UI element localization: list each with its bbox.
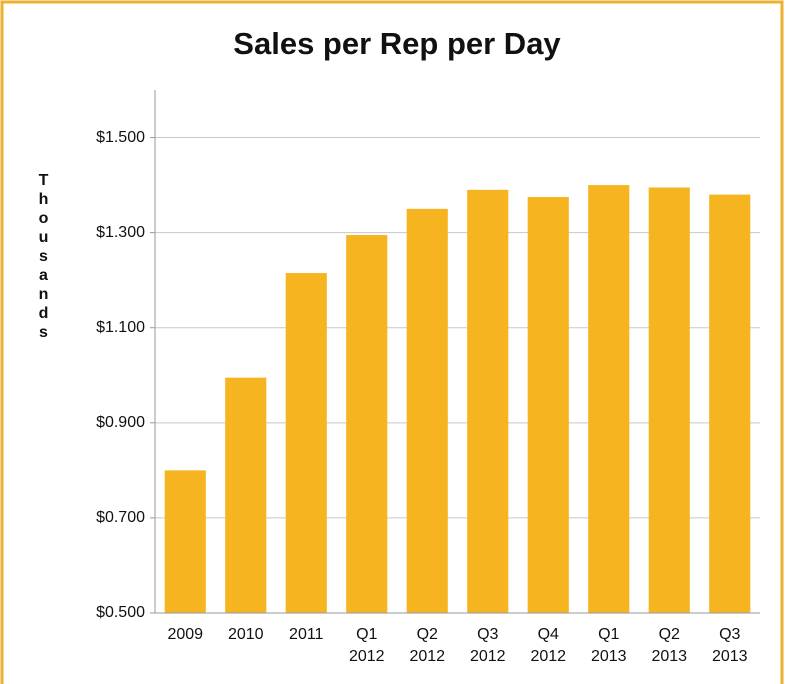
bar xyxy=(164,470,206,613)
x-tick-label: 2011 xyxy=(289,626,324,643)
x-tick-label: 2010 xyxy=(228,626,264,643)
x-tick-label: Q3 2012 xyxy=(470,626,506,665)
y-tick-label: $1.500 xyxy=(96,129,145,146)
bar xyxy=(225,377,267,613)
x-tick-label: 2009 xyxy=(167,626,203,643)
y-tick-label: $1.100 xyxy=(96,319,145,336)
y-tick-label: $0.500 xyxy=(96,604,145,621)
bar xyxy=(527,196,569,613)
x-tick-label: Q1 2012 xyxy=(349,626,385,665)
bar xyxy=(588,185,630,613)
bar xyxy=(467,189,509,613)
bar xyxy=(709,194,751,613)
y-axis-label: Thousands xyxy=(35,172,52,343)
x-tick-label: Q1 2013 xyxy=(591,626,627,665)
x-tick-label: Q2 2012 xyxy=(409,626,445,665)
bar xyxy=(346,235,388,613)
x-tick-label: Q3 2013 xyxy=(712,626,748,665)
y-tick-label: $0.900 xyxy=(96,414,145,431)
bar xyxy=(648,187,690,613)
y-tick-label: $1.300 xyxy=(96,224,145,241)
x-tick-label: Q4 2012 xyxy=(530,626,566,665)
x-tick-label: Q2 2013 xyxy=(651,626,687,665)
bar xyxy=(406,208,448,613)
y-tick-label: $0.700 xyxy=(96,509,145,526)
chart-title: Sales per Rep per Day xyxy=(233,26,561,61)
bar xyxy=(285,273,327,613)
